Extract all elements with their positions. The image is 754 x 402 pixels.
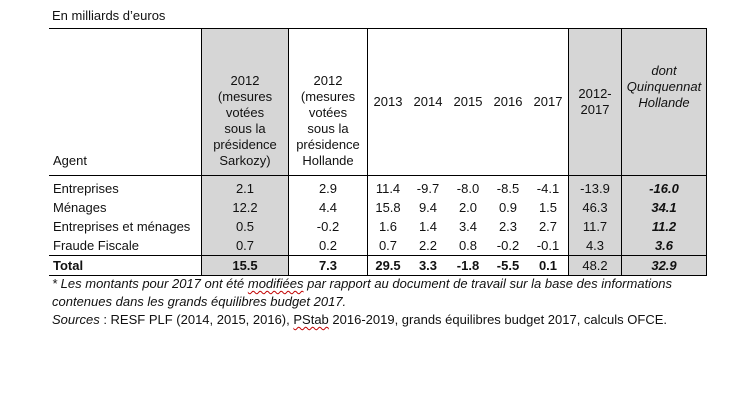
cell-2017: -0.1	[528, 236, 569, 256]
footnote: * Les montants pour 2017 ont été modifié…	[52, 275, 722, 329]
cell-2014: 2.2	[418, 237, 438, 253]
cell-sarkozy: 15.5	[201, 255, 289, 276]
cell-2015: -8.0	[448, 175, 488, 198]
cell-2014: 9.4	[418, 199, 438, 215]
header-agent: Agent	[49, 28, 202, 176]
cell-2013: 1.6	[378, 218, 398, 234]
cell-agent: Total	[49, 255, 202, 276]
cell-2017: -4.1	[528, 175, 569, 198]
footnote-note: * Les montants pour 2017 ont été modifié…	[52, 276, 673, 309]
cell-2015: -1.8	[448, 255, 488, 276]
cell-2016: 0.9	[498, 199, 518, 215]
header-row: Agent 2012 (mesures votées sous la prési…	[49, 28, 707, 176]
cell-hollande: 4.4	[288, 198, 368, 217]
header-dont-quinquennat: dont Quinquennat Hollande	[621, 28, 707, 176]
cell-2016: -0.2	[496, 237, 520, 253]
cell-2014: 1.4	[418, 218, 438, 234]
cell-dont: 3.6	[621, 236, 707, 256]
header-2012-sarkozy: 2012 (mesures votées sous la présidence …	[201, 28, 289, 176]
cell-2014: 3.3	[408, 255, 448, 276]
cell-total: 48.2	[568, 255, 622, 276]
spellcheck-word: PStab	[293, 312, 329, 327]
cell-total: 11.7	[568, 217, 622, 236]
cell-total: -13.9	[568, 175, 622, 198]
cell-dont: 34.1	[621, 198, 707, 217]
header-2013: 2013	[367, 28, 408, 176]
header-2017: 2017	[528, 28, 569, 176]
cell-dont: -16.0	[621, 175, 707, 198]
cell-2013: 15.8	[375, 199, 401, 215]
cell-2015: 2.0	[458, 199, 478, 215]
cell-hollande: 2.9	[288, 175, 368, 198]
table-row: Entreprises 2.1 2.9 11.4 -9.7 -8.0 -8.5 …	[49, 175, 707, 198]
cell-2013: 29.5	[367, 255, 408, 276]
header-2014: 2014	[408, 28, 448, 176]
cell-2015: 0.8	[458, 237, 478, 253]
table-row: Ménages 12.2 4.4 15.8 9.4 2.0 0.9 1.5 46…	[49, 198, 707, 217]
cell-2013: 0.7	[378, 237, 398, 253]
cell-agent: Entreprises et ménages	[53, 218, 191, 234]
cell-2017: 0.1	[528, 255, 569, 276]
total-row: Total 15.5 7.3 29.5 3.3 -1.8 -5.5 0.1 48…	[49, 255, 707, 276]
header-2012-hollande: 2012 (mesures votées sous la présidence …	[288, 28, 368, 176]
cell-2016: 2.3	[498, 218, 518, 234]
footnote-sources: Sources : RESF PLF (2014, 2015, 2016), P…	[52, 312, 668, 327]
header-2016: 2016	[488, 28, 528, 176]
header-2012-2017: 2012- 2017	[568, 28, 622, 176]
cell-2016: -5.5	[488, 255, 528, 276]
cell-total: 4.3	[568, 236, 622, 256]
cell-sarkozy: 2.1	[201, 175, 289, 198]
spellcheck-word: modifiées	[247, 276, 304, 291]
cell-hollande: 7.3	[288, 255, 368, 276]
cell-2013: 11.4	[367, 175, 408, 198]
sources-label: Sources	[52, 312, 100, 327]
header-2015: 2015	[448, 28, 488, 176]
fiscal-measures-table: Agent 2012 (mesures votées sous la prési…	[49, 28, 707, 276]
cell-sarkozy: 12.2	[201, 198, 289, 217]
cell-2016: -8.5	[488, 175, 528, 198]
cell-agent: Ménages	[53, 199, 107, 215]
table-row: Entreprises et ménages 0.5 -0.2 1.6 1.4 …	[49, 217, 707, 236]
cell-hollande: -0.2	[288, 217, 368, 236]
cell-dont: 32.9	[621, 255, 707, 276]
cell-agent: Fraude Fiscale	[53, 237, 139, 253]
cell-sarkozy: 0.7	[201, 236, 289, 256]
cell-hollande: 0.2	[288, 236, 368, 256]
cell-2017: 2.7	[528, 217, 569, 236]
unit-caption: En milliards d’euros	[52, 8, 166, 23]
cell-agent: Entreprises	[49, 175, 202, 198]
cell-dont: 11.2	[621, 217, 707, 236]
table-row: Fraude Fiscale 0.7 0.2 0.7 2.2 0.8 -0.2 …	[49, 236, 707, 256]
cell-2014: -9.7	[408, 175, 448, 198]
cell-2017: 1.5	[528, 198, 569, 217]
cell-2015: 3.4	[458, 218, 478, 234]
cell-sarkozy: 0.5	[201, 217, 289, 236]
cell-total: 46.3	[568, 198, 622, 217]
